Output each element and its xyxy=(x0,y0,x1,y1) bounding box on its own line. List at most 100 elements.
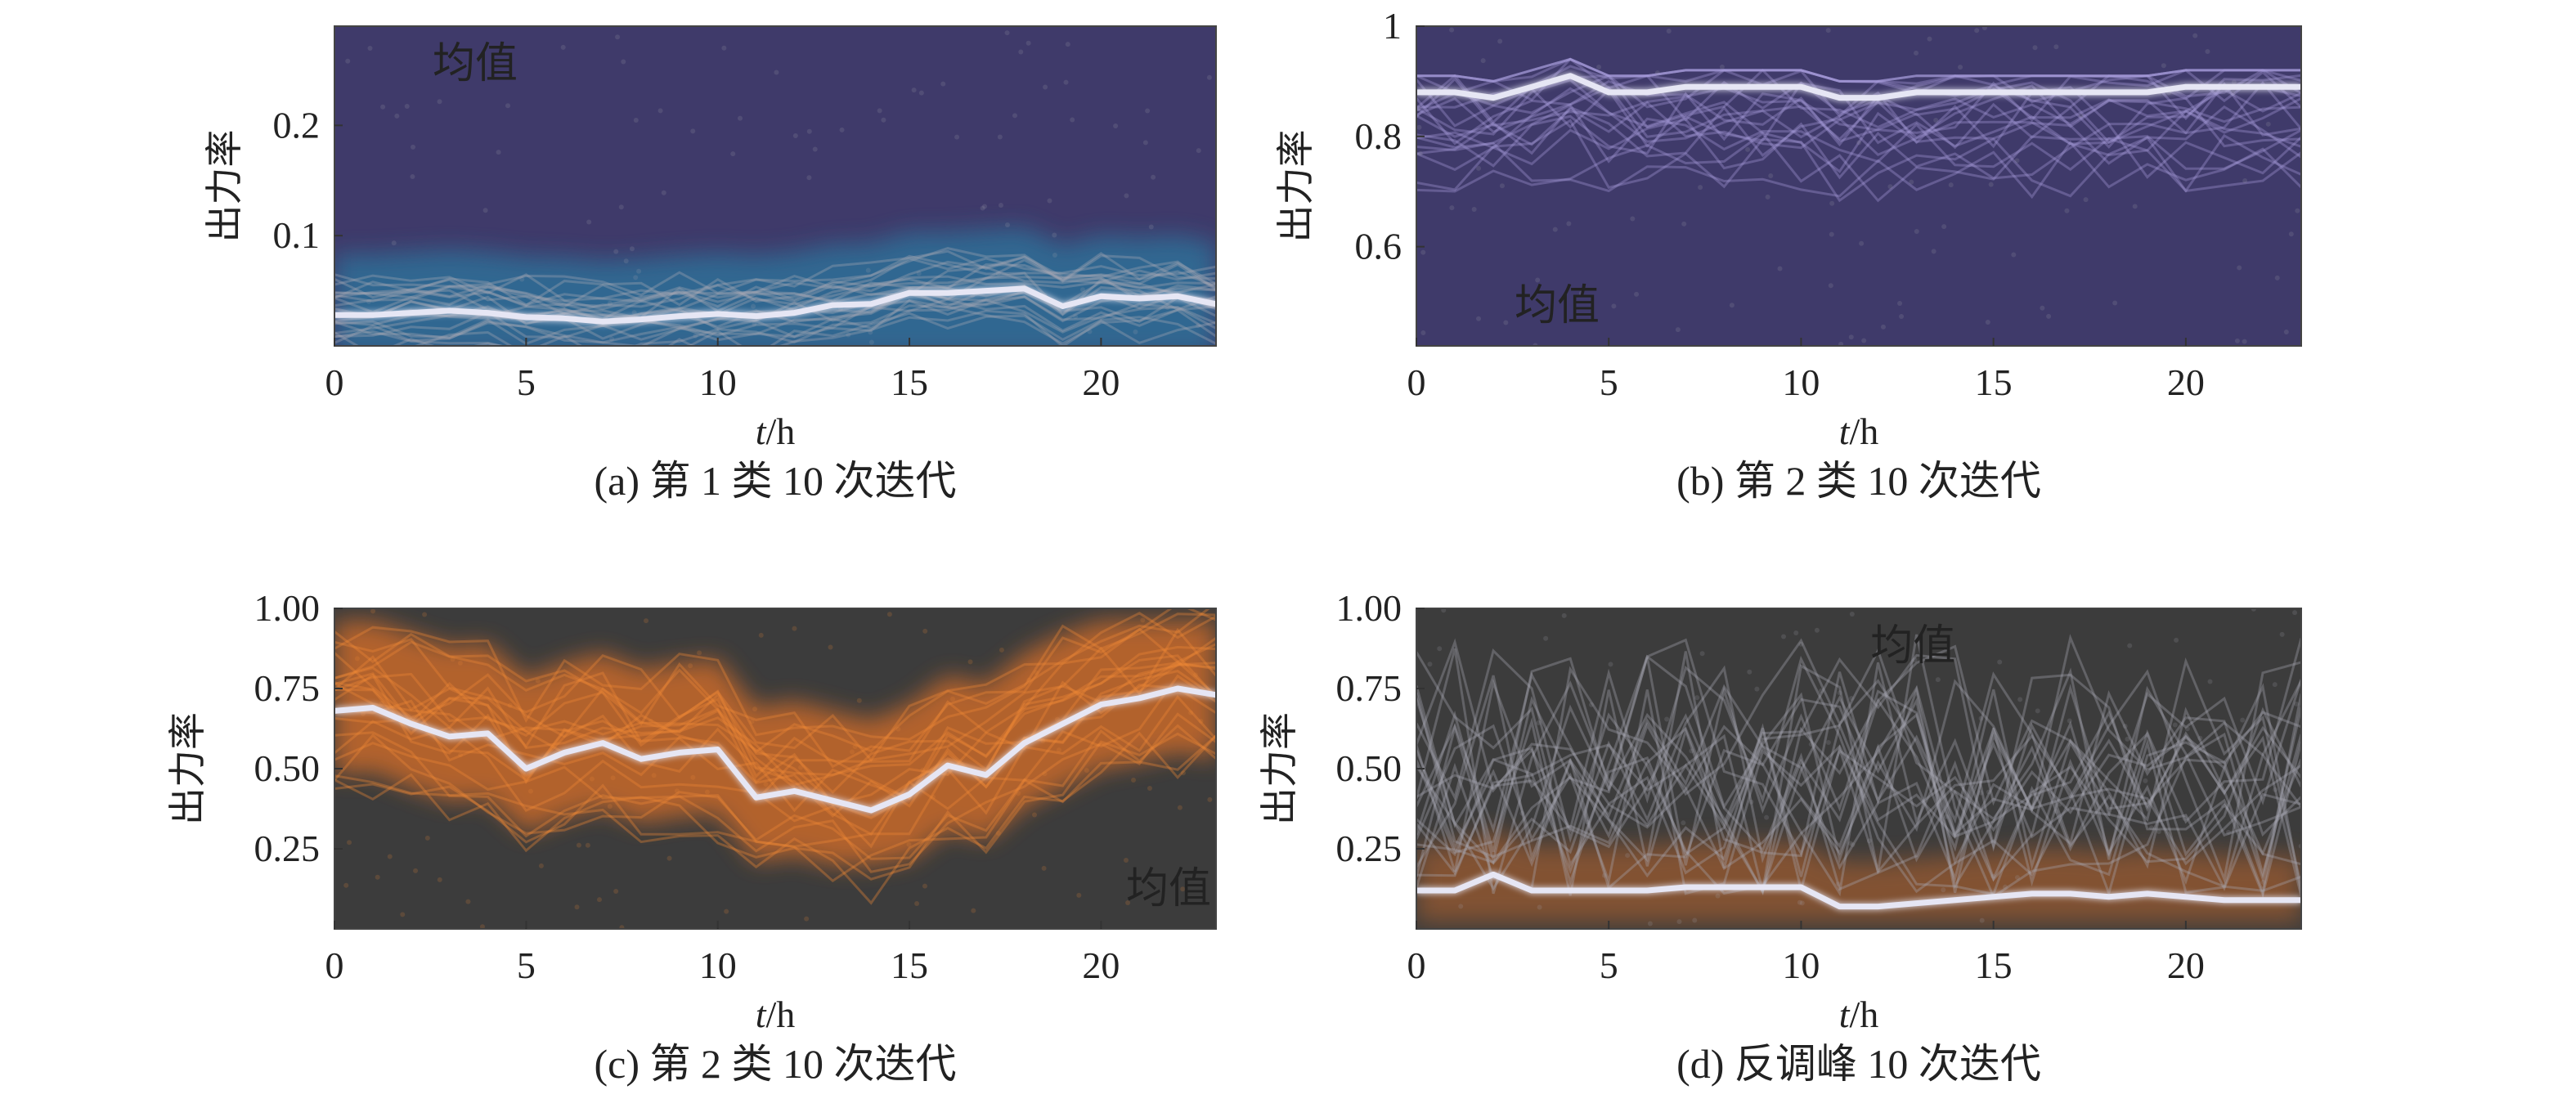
background-dot xyxy=(633,275,639,280)
x-tick-label: 10 xyxy=(1782,361,1820,403)
y-axis-label: 出力率 xyxy=(1257,712,1301,825)
background-dot xyxy=(1536,720,1542,726)
background-dot xyxy=(856,698,862,703)
background-dot xyxy=(2064,208,2070,213)
iteration-trace xyxy=(334,249,1216,302)
background-dot xyxy=(1087,329,1093,334)
background-dot xyxy=(1797,899,1802,905)
background-dot xyxy=(865,267,871,273)
background-dot xyxy=(997,134,1003,140)
iteration-trace xyxy=(1416,689,2301,896)
background-dot xyxy=(1427,662,1433,667)
background-dot xyxy=(758,632,764,638)
background-dot xyxy=(1192,672,1198,678)
background-dot xyxy=(643,618,648,624)
background-dot xyxy=(1799,900,1805,906)
iteration-trace xyxy=(1416,82,2301,148)
background-dot xyxy=(370,608,376,614)
background-dot xyxy=(1025,40,1031,46)
background-dot xyxy=(1476,165,1482,171)
iteration-trace xyxy=(334,734,1216,882)
background-dot xyxy=(1079,287,1085,293)
iteration-trace xyxy=(1416,82,2301,146)
background-dot xyxy=(1123,858,1129,864)
y-axis-label: 出力率 xyxy=(165,712,209,825)
background-dot xyxy=(1584,819,1590,825)
background-dot xyxy=(2053,809,2059,814)
background-dot xyxy=(2122,724,2128,729)
iteration-trace xyxy=(1416,654,2301,877)
background-dot xyxy=(607,804,613,810)
background-dot xyxy=(1026,677,1032,683)
background-dot xyxy=(2148,825,2154,831)
iteration-trace xyxy=(1416,648,2301,895)
background-dot xyxy=(1180,770,1186,776)
iteration-trace xyxy=(334,662,1216,819)
background-dot xyxy=(774,70,779,75)
iteration-trace xyxy=(334,247,1216,297)
iteration-trace xyxy=(1416,638,2301,886)
background-dot xyxy=(1140,617,1146,623)
background-dot xyxy=(730,151,736,157)
background-dot xyxy=(1018,49,1024,55)
background-dot xyxy=(1417,150,1423,156)
background-dot xyxy=(1676,919,1682,925)
background-dot xyxy=(2237,265,2242,271)
background-dot xyxy=(868,339,874,345)
background-dot xyxy=(1566,221,1572,227)
background-dot xyxy=(413,868,419,873)
iteration-trace xyxy=(334,694,1216,848)
background-dot xyxy=(839,127,845,132)
background-dot xyxy=(2172,722,2178,728)
background-dot xyxy=(1042,771,1048,777)
background-dot xyxy=(721,45,727,51)
background-dot xyxy=(918,90,924,96)
background-dot xyxy=(1151,174,1156,180)
iteration-trace xyxy=(1416,638,2301,896)
background-dot xyxy=(1188,710,1194,715)
background-dot xyxy=(576,842,581,848)
background-dot xyxy=(589,776,595,782)
background-dot xyxy=(1032,812,1038,818)
background-dot xyxy=(450,657,456,662)
background-dot xyxy=(763,781,769,787)
background-dot xyxy=(422,612,428,617)
background-dot xyxy=(1561,612,1567,618)
iteration-trace xyxy=(1416,69,2301,134)
background-dot xyxy=(1990,873,1996,879)
panel-caption: (b) 第 2 类 10 次迭代 xyxy=(1676,458,2041,504)
background-dot xyxy=(2234,338,2240,343)
background-dot xyxy=(1951,832,1957,838)
x-axis-label: t/h xyxy=(756,994,796,1035)
background-dot xyxy=(1838,341,1844,346)
background-dot xyxy=(379,700,384,706)
background-dot xyxy=(971,908,976,913)
background-dot xyxy=(2046,313,2052,319)
background-dot xyxy=(1933,117,1939,123)
iteration-trace xyxy=(1416,665,2301,871)
plot-frame xyxy=(334,25,1217,347)
background-dot xyxy=(1814,627,1820,633)
background-dot xyxy=(931,794,936,800)
iteration-trace xyxy=(334,627,1216,787)
background-dot xyxy=(2014,158,2020,164)
plot-area xyxy=(1416,26,2301,346)
background-dot xyxy=(1719,64,1725,70)
background-dot xyxy=(2112,300,2118,306)
iteration-trace xyxy=(1416,57,2301,83)
mean-line xyxy=(1416,73,2301,101)
background-dot xyxy=(2273,787,2278,792)
x-tick-label: 10 xyxy=(699,361,737,403)
background-dot xyxy=(2125,736,2130,742)
background-dot xyxy=(828,644,833,650)
background-dot xyxy=(1997,659,2003,665)
background-dot xyxy=(1729,303,1735,308)
background-dot xyxy=(2132,204,2138,209)
background-dot xyxy=(674,788,680,794)
background-dot xyxy=(619,925,625,929)
y-tick-label: 0.25 xyxy=(1336,828,1402,869)
background-dot xyxy=(400,912,406,917)
background-dot xyxy=(1073,314,1079,320)
background-dot xyxy=(738,115,743,121)
background-dot xyxy=(1177,805,1183,810)
